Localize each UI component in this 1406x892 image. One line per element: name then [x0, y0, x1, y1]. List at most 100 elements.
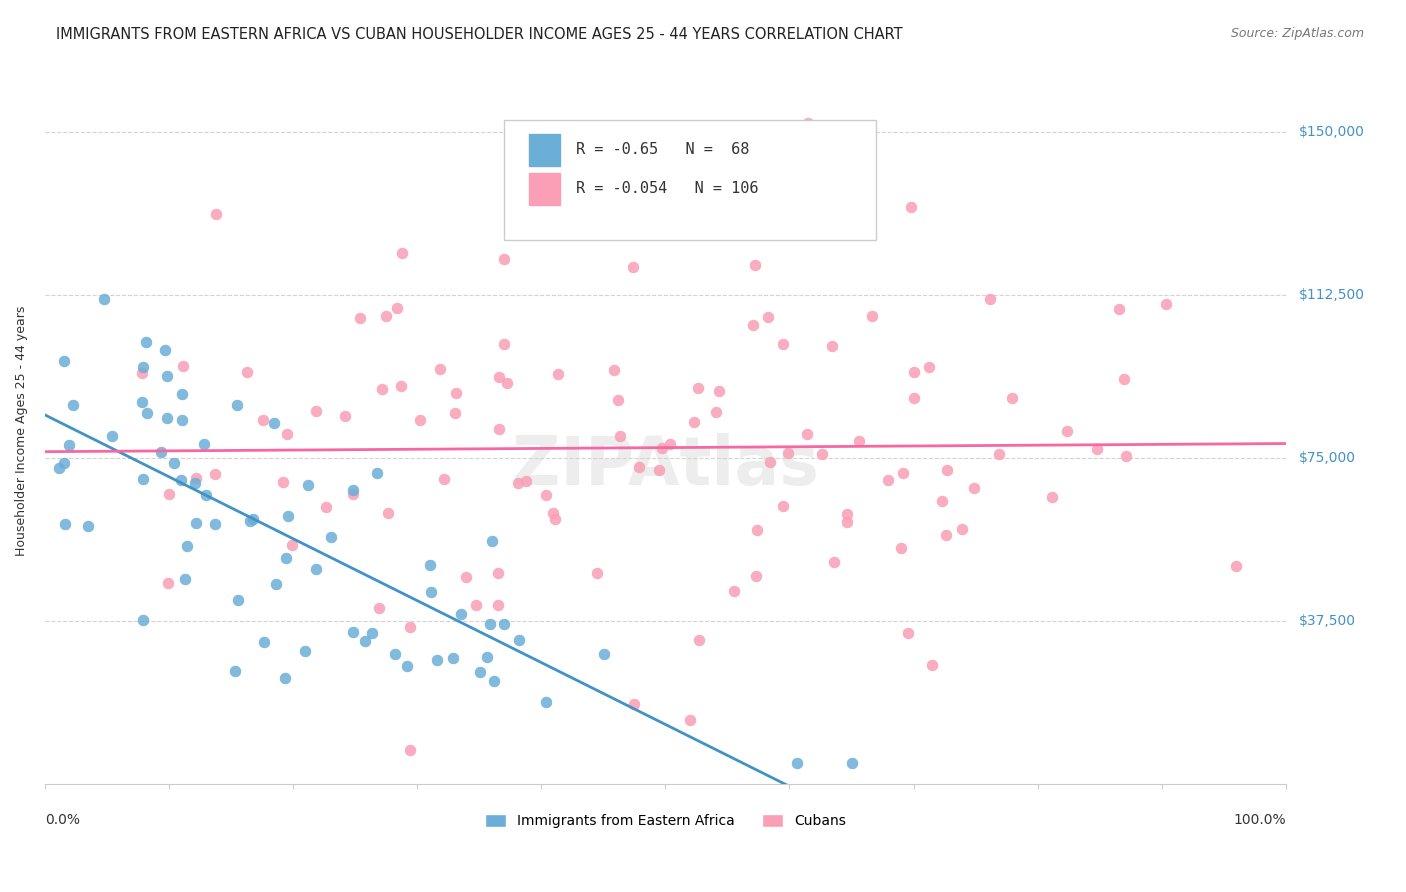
Point — [48, 460, 70, 475]
Point — [368, 600, 391, 615]
Point — [242, 512, 264, 526]
Point — [547, 367, 569, 381]
Point — [603, 363, 626, 377]
Point — [593, 648, 616, 662]
Point — [1001, 391, 1024, 405]
Point — [353, 634, 375, 648]
Point — [377, 506, 399, 520]
Point — [176, 539, 198, 553]
Bar — [529, 173, 560, 204]
Point — [627, 460, 650, 475]
Point — [443, 406, 465, 420]
Point — [399, 742, 422, 756]
Bar — [529, 134, 560, 166]
Point — [396, 658, 419, 673]
Text: $37,500: $37,500 — [1298, 615, 1355, 628]
Point — [93, 292, 115, 306]
Point — [494, 252, 516, 266]
Point — [276, 427, 298, 442]
Point — [534, 695, 557, 709]
Point — [744, 258, 766, 272]
Text: ZIPAtlas: ZIPAtlas — [512, 434, 818, 500]
Point — [132, 359, 155, 374]
Point — [389, 379, 412, 393]
Point — [62, 398, 84, 412]
Point — [470, 665, 492, 679]
Point — [1085, 442, 1108, 457]
Point — [58, 438, 80, 452]
FancyBboxPatch shape — [503, 120, 876, 240]
Point — [835, 507, 858, 521]
Legend: Immigrants from Eastern Africa, Cubans: Immigrants from Eastern Africa, Cubans — [479, 809, 852, 834]
Point — [131, 472, 153, 486]
Point — [723, 584, 745, 599]
Point — [155, 369, 177, 384]
Point — [621, 260, 644, 274]
Point — [149, 444, 172, 458]
Point — [319, 531, 342, 545]
Point — [264, 577, 287, 591]
Point — [226, 593, 249, 607]
Point — [184, 516, 207, 530]
Point — [704, 405, 727, 419]
Point — [1115, 450, 1137, 464]
Point — [987, 447, 1010, 461]
Point — [204, 516, 226, 531]
Point — [835, 515, 858, 529]
Point — [450, 607, 472, 621]
Point — [239, 514, 262, 528]
Point — [280, 538, 302, 552]
Point — [172, 359, 194, 373]
Point — [492, 336, 515, 351]
Point — [482, 674, 505, 689]
Point — [253, 635, 276, 649]
Point — [544, 512, 567, 526]
Point — [429, 361, 451, 376]
Point — [366, 466, 388, 480]
Point — [877, 473, 900, 487]
Point — [433, 472, 456, 486]
Point — [758, 455, 780, 469]
Point — [607, 392, 630, 407]
Point — [475, 649, 498, 664]
Point — [273, 475, 295, 490]
Point — [131, 395, 153, 409]
Point — [315, 500, 337, 515]
Point — [741, 318, 763, 332]
Point — [454, 569, 477, 583]
Point — [391, 246, 413, 260]
Point — [156, 575, 179, 590]
Point — [903, 391, 925, 405]
Point — [224, 664, 246, 678]
Point — [236, 365, 259, 379]
Point — [1225, 558, 1247, 573]
Point — [384, 647, 406, 661]
Point — [678, 713, 700, 727]
Point — [426, 653, 449, 667]
Point — [682, 415, 704, 429]
Point — [156, 410, 179, 425]
Point — [375, 309, 398, 323]
Point — [1112, 372, 1135, 386]
Point — [486, 566, 509, 580]
Point — [897, 626, 920, 640]
Point — [170, 473, 193, 487]
Point — [488, 422, 510, 436]
Point — [419, 558, 441, 572]
Point — [494, 616, 516, 631]
Point — [623, 697, 645, 711]
Text: R = -0.65   N =  68: R = -0.65 N = 68 — [576, 143, 749, 157]
Point — [900, 200, 922, 214]
Point — [371, 382, 394, 396]
Point — [745, 569, 768, 583]
Point — [651, 442, 673, 456]
Point — [515, 474, 537, 488]
Point — [534, 488, 557, 502]
Point — [841, 756, 863, 770]
Point — [772, 337, 794, 351]
Point — [811, 447, 834, 461]
Point — [305, 404, 328, 418]
Point — [157, 487, 180, 501]
Point — [747, 523, 769, 537]
Point — [609, 429, 631, 443]
